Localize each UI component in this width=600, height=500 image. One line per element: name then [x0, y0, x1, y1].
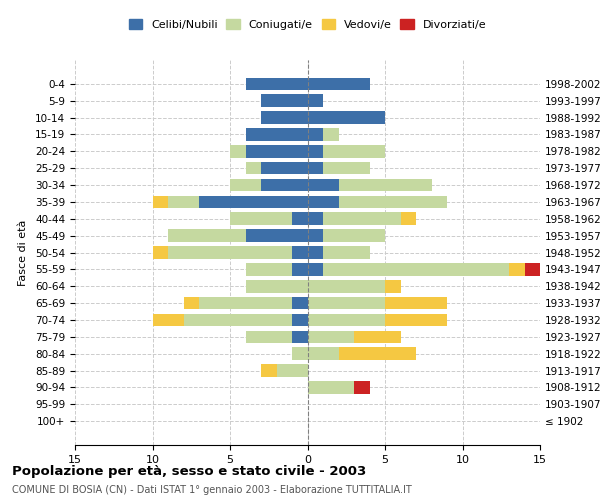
- Bar: [308, 348, 338, 360]
- Bar: [277, 364, 308, 377]
- Bar: [292, 314, 308, 326]
- Bar: [308, 178, 338, 192]
- Bar: [152, 196, 168, 208]
- Bar: [308, 94, 323, 107]
- Bar: [308, 381, 354, 394]
- Bar: [261, 178, 308, 192]
- Bar: [323, 162, 370, 174]
- Bar: [261, 364, 277, 377]
- Bar: [323, 145, 385, 158]
- Bar: [308, 246, 323, 259]
- Bar: [245, 145, 308, 158]
- Bar: [168, 246, 292, 259]
- Bar: [245, 128, 308, 141]
- Bar: [308, 330, 354, 343]
- Bar: [308, 111, 385, 124]
- Bar: [308, 280, 385, 292]
- Bar: [308, 162, 323, 174]
- Bar: [323, 246, 370, 259]
- Bar: [308, 263, 323, 276]
- Bar: [354, 330, 401, 343]
- Bar: [199, 297, 292, 310]
- Bar: [230, 178, 261, 192]
- Bar: [292, 246, 308, 259]
- Bar: [338, 178, 431, 192]
- Bar: [184, 297, 199, 310]
- Bar: [323, 263, 509, 276]
- Text: COMUNE DI BOSIA (CN) - Dati ISTAT 1° gennaio 2003 - Elaborazione TUTTITALIA.IT: COMUNE DI BOSIA (CN) - Dati ISTAT 1° gen…: [12, 485, 412, 495]
- Bar: [245, 78, 308, 90]
- Bar: [308, 297, 385, 310]
- Bar: [292, 263, 308, 276]
- Bar: [245, 230, 308, 242]
- Bar: [184, 314, 292, 326]
- Bar: [245, 263, 292, 276]
- Bar: [168, 230, 245, 242]
- Text: Popolazione per età, sesso e stato civile - 2003: Popolazione per età, sesso e stato civil…: [12, 465, 366, 478]
- Bar: [230, 145, 245, 158]
- Bar: [292, 212, 308, 225]
- Bar: [385, 314, 447, 326]
- Bar: [245, 162, 261, 174]
- Legend: Celibi/Nubili, Coniugati/e, Vedovi/e, Divorziati/e: Celibi/Nubili, Coniugati/e, Vedovi/e, Di…: [125, 16, 490, 33]
- Bar: [401, 212, 416, 225]
- Bar: [308, 314, 385, 326]
- Bar: [199, 196, 308, 208]
- Bar: [245, 280, 308, 292]
- Bar: [323, 212, 401, 225]
- Y-axis label: Fasce di età: Fasce di età: [18, 220, 28, 286]
- Bar: [168, 196, 199, 208]
- Bar: [245, 330, 292, 343]
- Bar: [261, 111, 308, 124]
- Bar: [308, 212, 323, 225]
- Bar: [308, 230, 323, 242]
- Bar: [152, 314, 184, 326]
- Bar: [524, 263, 540, 276]
- Bar: [509, 263, 524, 276]
- Bar: [230, 212, 292, 225]
- Bar: [292, 330, 308, 343]
- Bar: [308, 78, 370, 90]
- Bar: [338, 348, 416, 360]
- Bar: [385, 297, 447, 310]
- Bar: [152, 246, 168, 259]
- Bar: [354, 381, 370, 394]
- Bar: [385, 280, 401, 292]
- Bar: [323, 128, 338, 141]
- Bar: [308, 145, 323, 158]
- Bar: [261, 94, 308, 107]
- Bar: [308, 196, 338, 208]
- Bar: [292, 297, 308, 310]
- Bar: [323, 230, 385, 242]
- Bar: [308, 128, 323, 141]
- Bar: [292, 348, 308, 360]
- Bar: [338, 196, 447, 208]
- Bar: [261, 162, 308, 174]
